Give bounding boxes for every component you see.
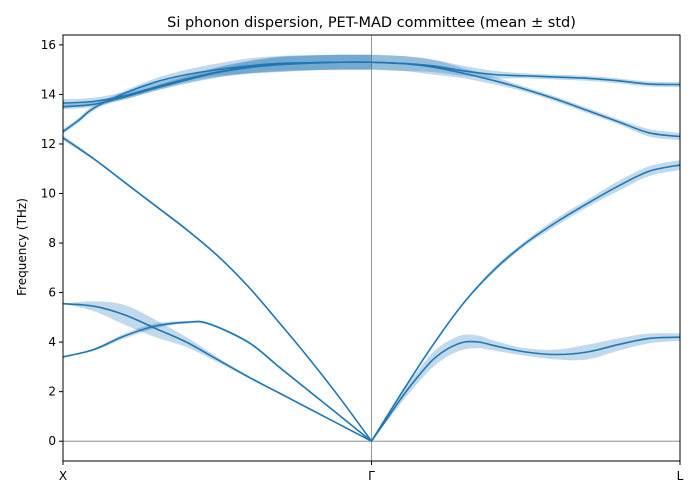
- x-tick-label: L: [677, 469, 684, 483]
- y-tick-label: 0: [48, 434, 56, 448]
- y-tick-label: 10: [41, 187, 56, 201]
- y-tick-label: 2: [48, 385, 56, 399]
- y-tick-label: 4: [48, 335, 56, 349]
- branch-line-9: [371, 61, 680, 138]
- branch-line-2: [63, 302, 372, 442]
- branch-line-10: [371, 61, 680, 86]
- branch-line-8: [370, 164, 680, 442]
- y-tick-label: 8: [48, 236, 56, 250]
- branch-line-7: [370, 336, 680, 442]
- x-tick-label: Γ: [368, 469, 375, 483]
- uncertainty-band-9: [371, 54, 680, 141]
- y-axis-ticks: 0 2 4 6 8 10 12 14 16: [41, 38, 63, 448]
- uncertainty-band-5: [63, 54, 372, 107]
- y-tick-label: 6: [48, 286, 56, 300]
- uncertainty-band-7: [371, 333, 680, 442]
- uncertainty-band-6: [63, 54, 372, 110]
- y-tick-label: 16: [41, 38, 56, 52]
- y-axis-label: Frequency (THz): [15, 198, 29, 296]
- chart-title: Si phonon dispersion, PET-MAD committee …: [167, 15, 576, 31]
- branch-lines: [63, 61, 680, 442]
- branch-line-6: [63, 61, 372, 108]
- y-tick-label: 12: [41, 137, 56, 151]
- branch-line-1: [63, 320, 373, 442]
- y-tick-label: 14: [41, 87, 56, 101]
- x-tick-label: X: [59, 469, 67, 483]
- branch-line-3: [63, 137, 373, 442]
